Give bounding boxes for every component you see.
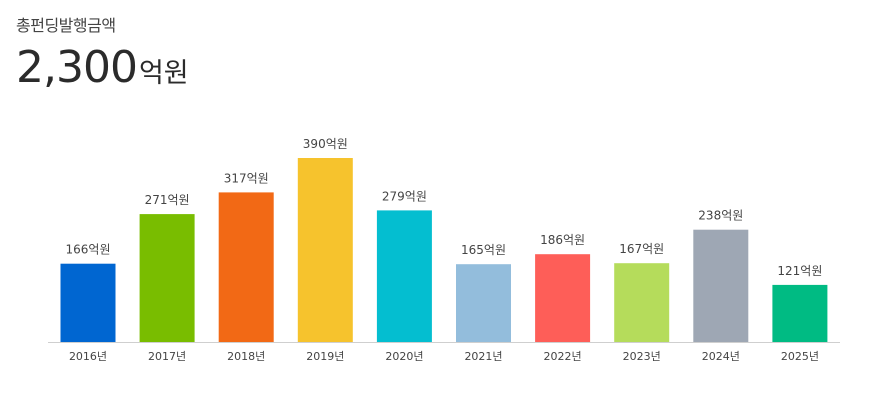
x-tick-label-6: 2022년 — [544, 350, 582, 363]
value-label-4: 279억원 — [382, 189, 427, 203]
bar-6[interactable] — [535, 254, 591, 342]
value-label-7: 167억원 — [619, 242, 664, 256]
x-tick-label-8: 2024년 — [702, 350, 740, 363]
bar-2[interactable] — [218, 192, 274, 342]
x-tick-label-5: 2021년 — [464, 350, 502, 363]
value-label-1: 271억원 — [145, 193, 190, 207]
bar-3[interactable] — [297, 158, 353, 342]
value-label-6: 186억원 — [540, 233, 585, 247]
value-label-5: 165억원 — [461, 243, 506, 257]
summary-label: 총펀딩발행금액 — [16, 16, 116, 35]
summary: 총펀딩발행금액 2,300 억원 — [16, 12, 189, 90]
x-tick-label-7: 2023년 — [623, 350, 661, 363]
x-tick-label-2: 2018년 — [227, 350, 265, 363]
x-tick-label-0: 2016년 — [69, 350, 107, 363]
x-tick-label-9: 2025년 — [781, 350, 819, 363]
value-label-3: 390억원 — [303, 137, 348, 151]
bar-1[interactable] — [139, 214, 195, 342]
total-amount: 2,300 — [16, 42, 138, 93]
bar-4[interactable] — [376, 210, 432, 342]
total-unit: 억원 — [138, 58, 189, 89]
bar-9[interactable] — [772, 284, 828, 342]
x-tick-label-1: 2017년 — [148, 350, 186, 363]
value-label-0: 166억원 — [66, 243, 111, 257]
bar-0[interactable] — [60, 263, 116, 342]
x-tick-label-3: 2019년 — [306, 350, 344, 363]
summary-value: 2,300 억원 — [16, 46, 189, 90]
bar-7[interactable] — [614, 263, 670, 342]
bar-5[interactable] — [456, 264, 511, 342]
value-label-2: 317억원 — [224, 171, 269, 185]
value-label-9: 121억원 — [777, 264, 822, 278]
bar-8[interactable] — [693, 229, 749, 342]
x-tick-label-4: 2020년 — [385, 350, 423, 363]
value-label-8: 238억원 — [698, 209, 743, 223]
